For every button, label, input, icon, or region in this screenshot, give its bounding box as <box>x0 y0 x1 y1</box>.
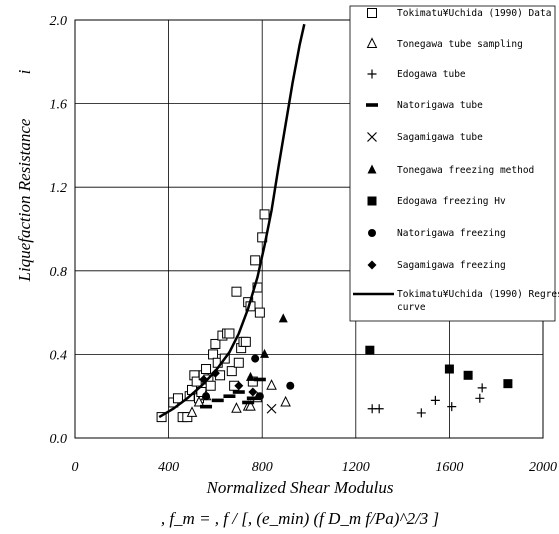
legend: Tokimatu¥Uchida (1990) Data Tonegawa tube… <box>349 5 559 322</box>
data-point <box>477 383 487 393</box>
legend-swatch <box>367 132 377 142</box>
data-point <box>246 371 255 381</box>
y-tick-label: 1.6 <box>50 98 68 113</box>
data-point <box>240 336 251 347</box>
legend-swatch <box>367 164 377 174</box>
data-point <box>200 404 213 409</box>
tick-labels: 0 400 800 1200 1600 2000 0.0 0.4 0.8 1.2 1.6 2.0 <box>50 14 558 475</box>
legend-label: Tokimatu¥Uchida (1990) Regression <box>397 289 559 300</box>
data-point <box>430 395 440 405</box>
data-point <box>475 393 485 403</box>
legend-label: Edogawa tube <box>397 69 466 80</box>
data-point <box>210 368 220 378</box>
legend-label: Edogawa freezing Hv <box>397 196 506 207</box>
data-point <box>253 377 266 382</box>
y-tick-label: 2.0 <box>50 14 68 29</box>
data-point <box>186 406 198 417</box>
x-tick-label: 1600 <box>435 460 463 475</box>
data-point <box>365 345 375 355</box>
data-point <box>201 364 212 375</box>
y-axis-label: Liquefaction Resistance <box>15 118 34 282</box>
x-axis-formula: , f_m = , f / [, (e_min) (f D_m f/Pa)^2/… <box>161 509 439 528</box>
x-tick-label: 400 <box>158 460 179 475</box>
data-point <box>242 400 255 405</box>
legend-swatch <box>366 103 378 107</box>
data-point <box>259 209 270 220</box>
data-point <box>193 395 205 407</box>
x-axis-label: Normalized Shear Modulus <box>206 478 394 497</box>
data-point <box>447 402 457 412</box>
legend-swatch <box>366 37 378 48</box>
legend-swatch <box>367 8 377 18</box>
data-point <box>246 396 259 401</box>
legend-label: Sagamigawa freezing <box>397 260 506 271</box>
data-point <box>234 381 244 391</box>
y-tick-label: 0.4 <box>50 348 68 363</box>
data-point <box>280 395 291 407</box>
regression-curve <box>158 23 306 419</box>
data-point <box>250 255 261 266</box>
legend-label: Natorigawa tube <box>397 100 483 111</box>
data-point <box>226 366 237 377</box>
x-tick-label: 0 <box>72 460 79 475</box>
data-point <box>208 349 219 360</box>
legend-label: Tonegawa freezing method <box>397 165 534 176</box>
data-point <box>266 379 277 390</box>
legend-swatch <box>367 196 377 206</box>
data-point <box>416 408 426 418</box>
y-tick-label: 0.0 <box>50 432 68 447</box>
data-point <box>503 379 513 389</box>
legend-swatch <box>367 260 377 270</box>
data-point <box>255 392 264 401</box>
data-point <box>278 313 288 323</box>
data-point <box>182 412 193 423</box>
y-axis-symbol: i <box>15 69 34 74</box>
legend-label: curve <box>397 302 426 313</box>
data-point <box>286 381 295 390</box>
data-point <box>251 354 260 363</box>
legend-label: Tonegawa tube sampling <box>397 39 523 50</box>
legend-label: Tokimatu¥Uchida (1990) Data <box>397 8 551 19</box>
data-point <box>231 402 242 413</box>
legend-label: Sagamigawa tube <box>397 132 483 143</box>
x-tick-label: 2000 <box>529 460 557 475</box>
data-point <box>191 376 202 387</box>
x-tick-label: 800 <box>252 460 273 475</box>
data-point <box>223 394 236 398</box>
legend-swatch <box>368 229 376 237</box>
x-tick-label: 1200 <box>342 460 370 475</box>
y-tick-label: 1.2 <box>50 181 68 196</box>
data-point <box>205 380 216 391</box>
data-point <box>202 392 211 401</box>
data-point <box>245 400 256 411</box>
data-point <box>210 338 221 349</box>
legend-label: Natorigawa freezing <box>397 228 506 239</box>
legend-box <box>349 5 556 322</box>
legend-swatch <box>367 69 377 79</box>
data-point <box>232 390 245 394</box>
data-point <box>266 403 277 414</box>
data-point <box>224 328 235 339</box>
data-point <box>374 404 384 414</box>
data-point <box>260 348 270 358</box>
data-point <box>463 370 473 380</box>
data-point <box>231 286 242 297</box>
y-tick-label: 0.8 <box>50 265 68 280</box>
data-point <box>172 393 183 404</box>
data-point <box>248 387 258 397</box>
data-point <box>444 364 454 374</box>
data-point <box>211 398 224 403</box>
data-point <box>252 282 263 293</box>
data-points <box>156 209 513 423</box>
data-point <box>233 357 244 368</box>
data-point <box>254 307 265 318</box>
